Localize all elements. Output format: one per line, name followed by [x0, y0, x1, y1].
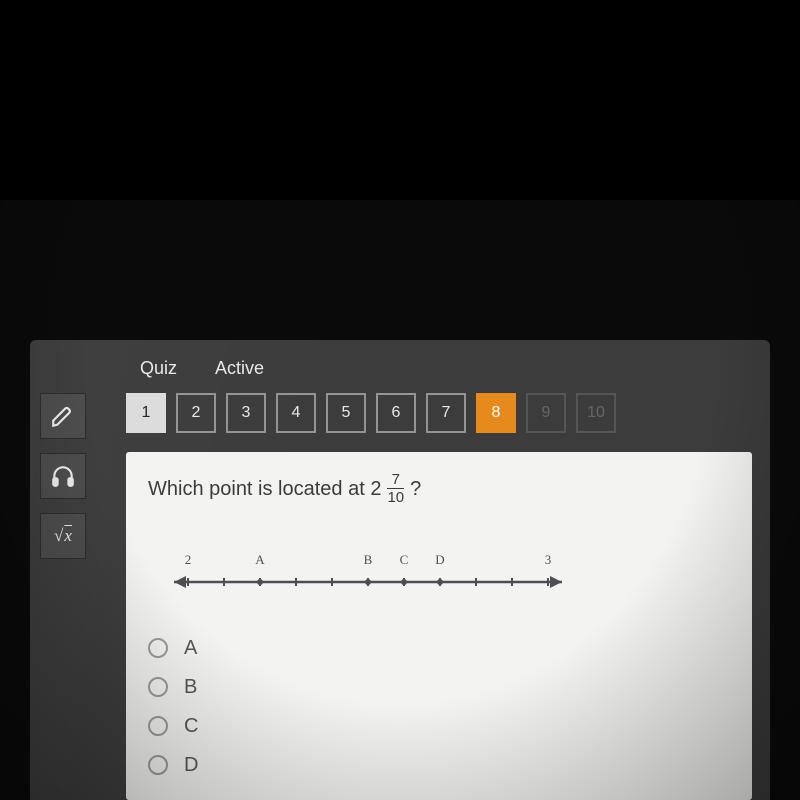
radio-a[interactable] — [148, 638, 168, 658]
qnav-1[interactable]: 1 — [126, 393, 166, 433]
choice-d[interactable]: D — [148, 754, 730, 777]
radio-b[interactable] — [148, 677, 168, 697]
question-fraction: 7 10 — [387, 472, 404, 506]
svg-text:C: C — [400, 552, 409, 567]
choice-a-label: A — [184, 637, 197, 660]
choice-a[interactable]: A — [148, 637, 730, 660]
tab-quiz[interactable]: Quiz — [140, 358, 177, 378]
svg-text:3: 3 — [545, 552, 552, 567]
svg-text:B: B — [364, 552, 373, 567]
svg-text:A: A — [255, 552, 265, 567]
qnav-9: 9 — [526, 393, 566, 433]
tab-active[interactable]: Active — [215, 358, 264, 378]
svg-text:2: 2 — [185, 552, 192, 567]
qnav-4[interactable]: 4 — [276, 393, 316, 433]
sqrt-x-icon: √x — [54, 526, 72, 546]
fraction-den: 10 — [387, 488, 404, 506]
choice-d-label: D — [184, 754, 198, 777]
question-card: Which point is located at 2 7 10 ? 23ABC… — [126, 452, 752, 800]
radio-c[interactable] — [148, 716, 168, 736]
qnav-5[interactable]: 5 — [326, 393, 366, 433]
qnav-6[interactable]: 6 — [376, 393, 416, 433]
qnav-3[interactable]: 3 — [226, 393, 266, 433]
question-nav: 1 2 3 4 5 6 7 8 9 10 — [92, 387, 616, 433]
tool-column: √x — [30, 387, 92, 559]
radio-d[interactable] — [148, 755, 168, 775]
choice-c-label: C — [184, 715, 198, 738]
qnav-2[interactable]: 2 — [176, 393, 216, 433]
quiz-app-window: Quiz Active √x 1 2 3 — [30, 340, 770, 800]
fraction-num: 7 — [392, 472, 400, 488]
headphones-icon — [50, 463, 76, 489]
choice-b[interactable]: B — [148, 676, 730, 699]
highlighter-tool[interactable] — [40, 393, 86, 439]
mode-tabs: Quiz Active — [30, 340, 770, 387]
choice-c[interactable]: C — [148, 715, 730, 738]
math-tool[interactable]: √x — [40, 513, 86, 559]
qnav-10: 10 — [576, 393, 616, 433]
svg-text:D: D — [435, 552, 444, 567]
question-post: ? — [410, 475, 421, 503]
qnav-7[interactable]: 7 — [426, 393, 466, 433]
qnav-8[interactable]: 8 — [476, 393, 516, 433]
question-text: Which point is located at 2 7 10 ? — [148, 472, 730, 506]
answer-choices: A B C D — [148, 637, 730, 777]
audio-tool[interactable] — [40, 453, 86, 499]
question-pre: Which point is located at 2 — [148, 475, 381, 503]
pen-icon — [50, 403, 76, 429]
choice-b-label: B — [184, 676, 197, 699]
number-line-svg: 2 3 A B C D — [148, 542, 588, 602]
number-line: 2 3 A B C D — [148, 542, 730, 607]
